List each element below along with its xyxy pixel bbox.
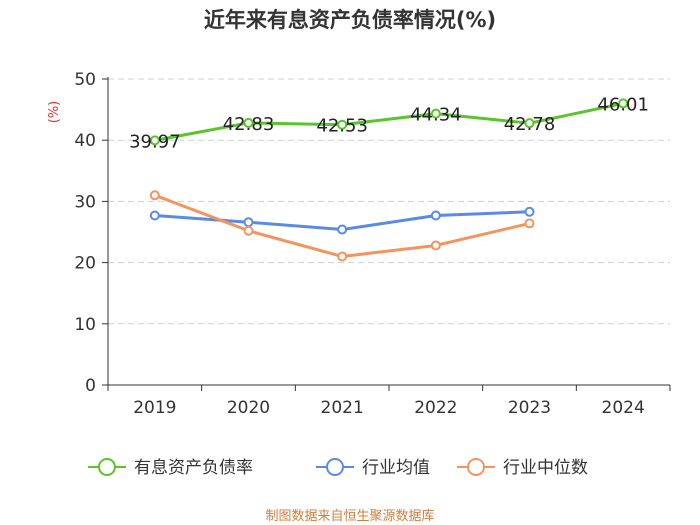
data-point	[430, 240, 441, 251]
grid-lines	[108, 78, 670, 325]
x-tick-label: 2020	[227, 398, 270, 418]
data-point	[524, 206, 535, 217]
legend-marker	[98, 458, 116, 476]
y-tick-label: 30	[74, 192, 96, 212]
series-line	[154, 101, 624, 142]
x-tick-label: 2023	[508, 398, 551, 418]
legend-marker	[326, 458, 344, 476]
data-label: 46.01	[597, 94, 649, 115]
y-tick-label: 20	[74, 254, 96, 274]
data-label: 42.83	[223, 114, 275, 135]
legend: 有息资产负债率 行业均值 行业中位数	[88, 458, 588, 478]
axes: 0 10 20 30 40 50 2019 2020 2021 2022 2023 2024 (%)	[47, 70, 671, 418]
data-point	[149, 135, 160, 146]
legend-marker	[467, 458, 485, 476]
data-point	[149, 190, 160, 201]
legend-label: 行业均值	[362, 458, 430, 478]
y-tick-label: 10	[74, 315, 96, 335]
y-tick-label: 50	[74, 70, 96, 90]
legend-label: 有息资产负债率	[134, 458, 253, 478]
y-tick-label: 0	[85, 376, 96, 396]
data-point	[524, 218, 535, 229]
source-footer: 制图数据来自恒生聚源数据库	[265, 509, 435, 524]
data-label: 42.53	[316, 116, 368, 137]
legend-label: 行业中位数	[503, 458, 588, 478]
chart-title: 近年来有息资产负债率情况(%)	[203, 8, 497, 32]
data-label: 44.34	[410, 105, 462, 126]
data-point	[243, 225, 254, 236]
x-tick-label: 2022	[414, 398, 457, 418]
data-label: 42.78	[504, 114, 556, 135]
data-label: 39.97	[129, 131, 181, 152]
data-point	[430, 108, 441, 119]
data-point	[337, 119, 348, 130]
data-point	[243, 217, 254, 228]
x-tick-label: 2024	[602, 398, 645, 418]
data-point	[430, 210, 441, 221]
y-axis-label: (%)	[47, 101, 62, 124]
x-tick-label: 2021	[321, 398, 364, 418]
data-point	[149, 210, 160, 221]
data-point	[337, 224, 348, 235]
data-point	[618, 98, 629, 109]
data-point	[524, 118, 535, 129]
series-lines	[149, 98, 629, 262]
y-tick-label: 40	[74, 131, 96, 151]
data-point	[337, 251, 348, 262]
data-labels: 39.97 42.83 42.53 44.34 42.78 46.01	[129, 94, 649, 152]
data-point	[243, 117, 254, 128]
x-tick-label: 2019	[133, 398, 176, 418]
